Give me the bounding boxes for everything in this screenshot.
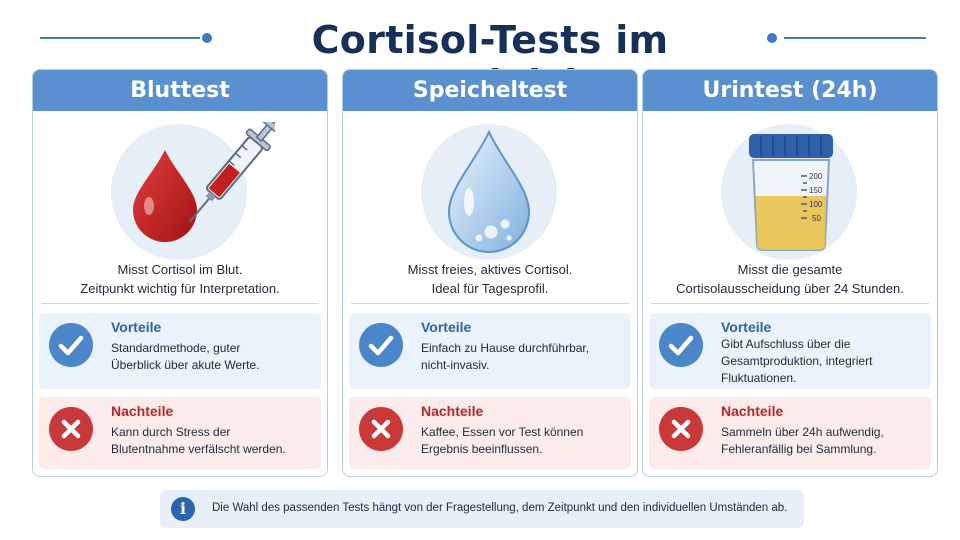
cons-line: Blutentnahme verfälscht werden.: [111, 442, 286, 456]
info-icon: i: [171, 497, 195, 521]
description-line: Misst die gesamte: [737, 262, 843, 277]
illustration: [33, 122, 327, 262]
description-line: Misst freies, aktives Cortisol.: [407, 262, 573, 277]
card-description: Misst die gesamte Cortisolausscheidung ü…: [651, 260, 929, 298]
cons-line: Sammeln über 24h aufwendig,: [721, 425, 884, 439]
divider: [651, 303, 929, 304]
card-urintest: Urintest (24h) 200 150 100 50: [642, 69, 938, 477]
cons-box: Nachteile Kann durch Stress der Blutentn…: [39, 397, 321, 469]
cons-title: Nachteile: [421, 403, 484, 419]
urine-cup-icon: 200 150 100 50: [749, 134, 833, 251]
pros-line: Gibt Aufschluss über die: [721, 337, 851, 351]
pros-box: Vorteile Standardmethode, guter Überblic…: [39, 313, 321, 389]
cross-icon: [659, 407, 703, 451]
cup-mark-label: 100: [809, 200, 823, 209]
checkmark-icon: [49, 323, 93, 367]
divider: [351, 303, 629, 304]
pros-line: Einfach zu Hause durchführbar,: [421, 341, 590, 355]
pros-title: Vorteile: [111, 319, 162, 335]
pros-text: Gibt Aufschluss über die Gesamtproduktio…: [721, 336, 927, 387]
blood-syringe-icon: [133, 122, 275, 242]
pros-line: Gesamtproduktion, integriert: [721, 354, 873, 368]
water-drop-icon: [447, 129, 531, 253]
pros-line: nicht-invasiv.: [421, 358, 490, 372]
cup-mark-label: 50: [812, 214, 821, 223]
cup-mark-label: 150: [809, 186, 823, 195]
cons-box: Nachteile Sammeln über 24h aufwendig, Fe…: [649, 397, 931, 469]
card-title: Urintest (24h): [643, 70, 937, 111]
card-speicheltest: Speicheltest Misst freies, aktives Corti…: [342, 69, 638, 477]
cross-icon: [359, 407, 403, 451]
pros-text: Standardmethode, guter Überblick über ak…: [111, 340, 317, 374]
pros-line: Überblick über akute Werte.: [111, 358, 260, 372]
pros-title: Vorteile: [421, 319, 472, 335]
description-line: Cortisolausscheidung über 24 Stunden.: [676, 281, 904, 296]
divider: [41, 303, 319, 304]
info-text: Die Wahl des passenden Tests hängt von d…: [212, 502, 788, 514]
cons-line: Kann durch Stress der: [111, 425, 231, 439]
illustration: 200 150 100 50: [643, 122, 937, 262]
card-title: Speicheltest: [343, 70, 637, 111]
cons-line: Kaffee, Essen vor Test können: [421, 425, 584, 439]
cons-text: Sammeln über 24h aufwendig, Fehleranfäll…: [721, 424, 927, 458]
description-line: Misst Cortisol im Blut.: [117, 262, 243, 277]
checkmark-icon: [659, 323, 703, 367]
title-dot-right: [767, 33, 777, 43]
pros-text: Einfach zu Hause durchführbar, nicht-inv…: [421, 340, 627, 374]
title-dot-left: [202, 33, 212, 43]
cons-line: Fehleranfällig bei Sammlung.: [721, 442, 877, 456]
cup-mark-label: 200: [809, 172, 823, 181]
cons-title: Nachteile: [721, 403, 784, 419]
card-title: Bluttest: [33, 70, 327, 111]
title-divider-left: [40, 37, 200, 39]
cons-text: Kann durch Stress der Blutentnahme verfä…: [111, 424, 317, 458]
cross-icon: [49, 407, 93, 451]
card-description: Misst freies, aktives Cortisol. Ideal fü…: [351, 260, 629, 298]
illustration: [343, 122, 637, 262]
cons-title: Nachteile: [111, 403, 174, 419]
pros-box: Vorteile Gibt Aufschluss über die Gesamt…: [649, 313, 931, 389]
title-row: Cortisol-Tests im Vergleich: [0, 10, 960, 106]
info-bar: i Die Wahl des passenden Tests hängt von…: [160, 490, 804, 528]
description-line: Zeitpunkt wichtig für Interpretation.: [80, 281, 280, 296]
cons-text: Kaffee, Essen vor Test können Ergebnis b…: [421, 424, 627, 458]
card-bluttest: Bluttest: [32, 69, 328, 477]
title-divider-right: [784, 37, 926, 39]
cons-box: Nachteile Kaffee, Essen vor Test können …: [349, 397, 631, 469]
description-line: Ideal für Tagesprofil.: [431, 281, 549, 296]
pros-box: Vorteile Einfach zu Hause durchführbar, …: [349, 313, 631, 389]
pros-line: Standardmethode, guter: [111, 341, 241, 355]
card-description: Misst Cortisol im Blut. Zeitpunkt wichti…: [41, 260, 319, 298]
pros-title: Vorteile: [721, 319, 772, 335]
cons-line: Ergebnis beeinflussen.: [421, 442, 543, 456]
checkmark-icon: [359, 323, 403, 367]
pros-line: Fluktuationen.: [721, 371, 797, 385]
